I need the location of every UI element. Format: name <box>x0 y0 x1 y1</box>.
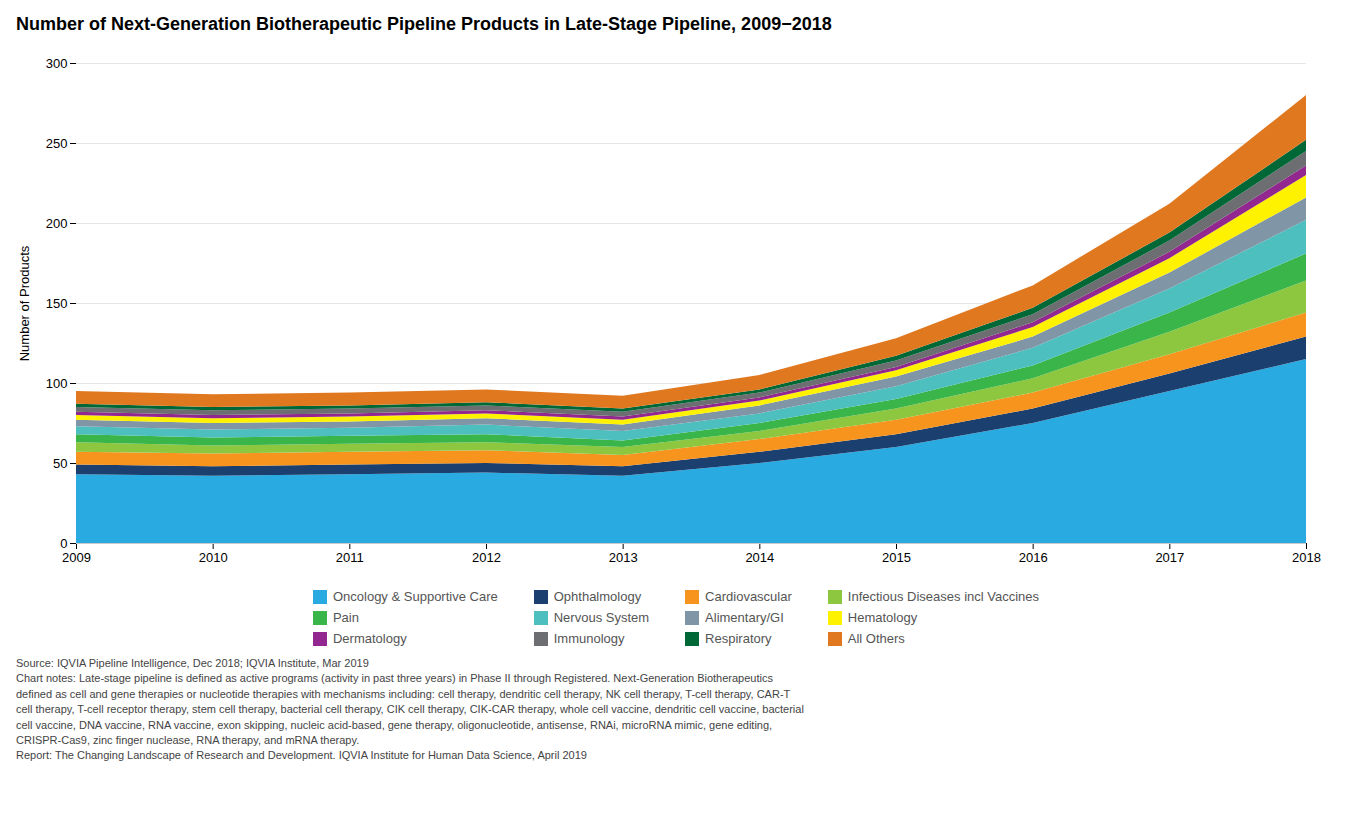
svg-text:250: 250 <box>46 136 68 151</box>
html-text:Immunology: Immunology <box>553 631 625 646</box>
html-text:Pain: Pain <box>333 610 359 625</box>
svg-text:2018: 2018 <box>1292 550 1321 565</box>
html-text:Source: IQVIA Pipeline Intelli: Source: IQVIA Pipeline Intelligence, Dec… <box>16 657 804 762</box>
html-text:Ophthalmology: Ophthalmology <box>553 589 642 604</box>
html-text:Dermatology: Dermatology <box>333 631 407 646</box>
html-text:Nervous System: Nervous System <box>553 610 650 625</box>
svg-text:0: 0 <box>60 536 67 551</box>
html-text:Hematology: Hematology <box>847 610 918 625</box>
html-text:Infectious Diseases incl Vacci: Infectious Diseases incl Vaccines <box>847 589 1039 604</box>
svg-text:2014: 2014 <box>745 550 774 565</box>
svg-text:2016: 2016 <box>1019 550 1048 565</box>
html-text:All Others: All Others <box>847 631 905 646</box>
svg-text:2012: 2012 <box>472 550 501 565</box>
svg-text:300: 300 <box>46 56 68 71</box>
svg-text:50: 50 <box>53 456 67 471</box>
html-text:Oncology & Supportive Care: Oncology & Supportive Care <box>333 589 498 604</box>
html-text:Cardiovascular: Cardiovascular <box>705 589 792 604</box>
svg-text:2013: 2013 <box>609 550 638 565</box>
svg-text:100: 100 <box>46 376 68 391</box>
svg-text:2009: 2009 <box>62 550 91 565</box>
html-text:Number of Next-Generation Biot: Number of Next-Generation Biotherapeutic… <box>16 14 832 34</box>
svg-text:2017: 2017 <box>1155 550 1184 565</box>
svg-text:2015: 2015 <box>882 550 911 565</box>
svg-text:2011: 2011 <box>336 550 364 565</box>
svg-text:200: 200 <box>46 216 68 231</box>
svg-text:Number of Products: Number of Products <box>17 245 32 361</box>
svg-text:2010: 2010 <box>199 550 228 565</box>
svg-text:150: 150 <box>46 296 68 311</box>
html-text:Respiratory: Respiratory <box>705 631 772 646</box>
html-text:Alimentary/GI: Alimentary/GI <box>705 610 784 625</box>
